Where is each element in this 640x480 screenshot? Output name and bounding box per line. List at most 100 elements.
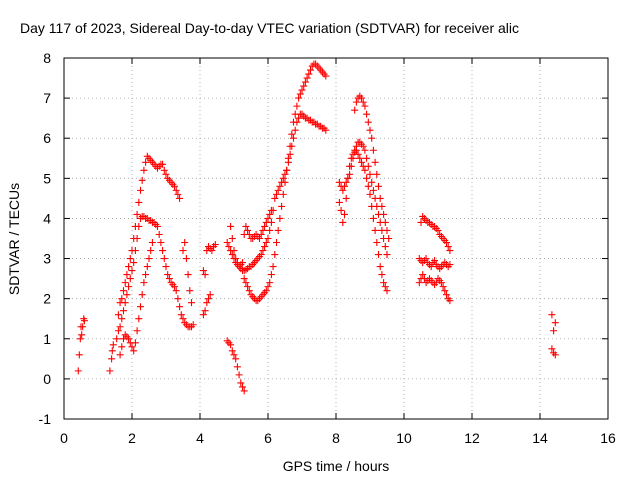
data-point [142, 158, 150, 166]
data-point [271, 251, 279, 259]
data-point [131, 247, 139, 255]
data-point [364, 182, 372, 190]
data-point [140, 166, 148, 174]
data-point [118, 295, 126, 303]
data-point [188, 299, 195, 307]
data-point [138, 291, 146, 299]
data-point [240, 275, 248, 283]
data-point [126, 275, 134, 283]
data-point [206, 291, 214, 299]
data-point [361, 166, 369, 174]
data-point [242, 266, 250, 274]
data-point [385, 235, 393, 242]
y-tick-label: 8 [43, 50, 51, 66]
series-track-8 [199, 291, 214, 319]
data-point [358, 158, 365, 166]
data-point [135, 222, 143, 230]
data-point [245, 287, 253, 295]
data-point [266, 210, 274, 218]
data-point [415, 279, 423, 287]
data-point [106, 367, 114, 375]
series-track-2 [106, 341, 117, 375]
data-point [114, 311, 122, 319]
data-point [283, 166, 291, 174]
data-point [259, 247, 267, 255]
data-point [113, 335, 121, 343]
data-point [143, 263, 151, 271]
series-track-18 [415, 271, 454, 305]
series-track-17 [415, 255, 454, 273]
data-point [223, 239, 231, 247]
series-track-19 [548, 311, 559, 335]
data-point [160, 166, 168, 174]
data-point [264, 214, 272, 222]
data-point [179, 247, 187, 255]
data-point [137, 186, 144, 194]
data-point [184, 271, 192, 279]
x-tick-label: 2 [128, 430, 136, 446]
x-tick-label: 14 [532, 430, 548, 446]
chart-title: Day 117 of 2023, Sidereal Day-to-day VTE… [20, 20, 519, 36]
data-point [171, 283, 178, 291]
data-point [431, 257, 439, 265]
data-point [359, 98, 367, 106]
data-point [291, 110, 299, 118]
data-point [444, 243, 452, 251]
data-point [109, 341, 117, 349]
data-point [548, 345, 556, 353]
data-point [177, 311, 185, 319]
data-point [160, 255, 168, 263]
data-point [342, 194, 350, 202]
data-point [227, 341, 235, 349]
data-point [381, 218, 389, 226]
data-point [378, 271, 386, 279]
x-tick-label: 10 [396, 430, 412, 446]
data-point [262, 239, 270, 247]
data-point [137, 303, 144, 311]
data-point [230, 247, 238, 255]
data-point [381, 283, 389, 291]
data-point [276, 214, 284, 222]
data-point [383, 226, 391, 234]
data-point [346, 170, 354, 178]
data-point [211, 241, 219, 249]
data-point [339, 218, 347, 226]
data-point [363, 174, 371, 182]
data-point [284, 154, 292, 162]
data-point [295, 114, 303, 122]
grid [64, 58, 608, 419]
data-point [381, 243, 389, 251]
series-track-4 [114, 212, 197, 335]
data-point [164, 271, 172, 279]
data-point [358, 94, 365, 102]
data-point [228, 251, 236, 259]
series-track-12 [227, 206, 275, 271]
data-point [79, 323, 87, 331]
data-point [176, 303, 184, 311]
data-point [75, 351, 83, 359]
data-point [230, 351, 238, 359]
data-point [145, 255, 153, 263]
data-point [133, 327, 141, 335]
data-point [337, 206, 345, 214]
data-point [125, 335, 133, 343]
data-point [273, 190, 280, 198]
series-track-10 [223, 110, 330, 275]
data-point [279, 174, 287, 182]
data-point [228, 347, 236, 355]
data-point [227, 222, 235, 230]
data-point [159, 247, 167, 255]
data-point [128, 267, 136, 275]
data-point [303, 74, 311, 82]
data-point [347, 154, 355, 162]
data-point [121, 299, 129, 307]
data-point [383, 287, 391, 295]
data-point [375, 182, 382, 190]
data-point [118, 315, 126, 323]
data-point [256, 235, 263, 242]
data-point [239, 259, 246, 267]
series-track-5 [116, 239, 156, 359]
data-point [125, 283, 133, 291]
data-point [363, 154, 371, 162]
data-point [135, 198, 143, 206]
